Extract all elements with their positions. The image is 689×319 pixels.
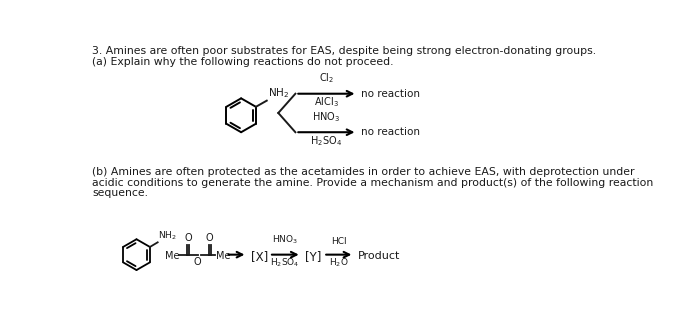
Text: HNO$_3$: HNO$_3$ — [312, 110, 340, 124]
Text: acidic conditions to generate the amine. Provide a mechanism and product(s) of t: acidic conditions to generate the amine.… — [92, 178, 654, 188]
Text: O: O — [184, 233, 192, 243]
Text: (a) Explain why the following reactions do not proceed.: (a) Explain why the following reactions … — [92, 57, 394, 67]
Text: H$_2$SO$_4$: H$_2$SO$_4$ — [310, 134, 342, 148]
Text: Me: Me — [165, 251, 179, 261]
Text: Me: Me — [216, 251, 230, 261]
Text: H$_2$SO$_4$: H$_2$SO$_4$ — [271, 256, 300, 269]
Text: Product: Product — [358, 251, 400, 261]
Text: NH$_2$: NH$_2$ — [267, 86, 289, 100]
Text: (b) Amines are often protected as the acetamides in order to achieve EAS, with d: (b) Amines are often protected as the ac… — [92, 167, 635, 177]
Text: NH$_2$: NH$_2$ — [158, 229, 177, 241]
Text: 3. Amines are often poor substrates for EAS, despite being strong electron-donat: 3. Amines are often poor substrates for … — [92, 46, 597, 56]
Text: no reaction: no reaction — [361, 127, 420, 137]
Text: Cl$_2$: Cl$_2$ — [319, 71, 334, 85]
Text: O: O — [206, 233, 214, 243]
Text: [Y]: [Y] — [305, 250, 322, 263]
Text: [X]: [X] — [251, 250, 269, 263]
Text: H$_2$O: H$_2$O — [329, 256, 349, 269]
Text: no reaction: no reaction — [361, 89, 420, 99]
Text: HCl: HCl — [331, 237, 347, 246]
Text: AlCl$_3$: AlCl$_3$ — [314, 95, 339, 109]
Text: HNO$_3$: HNO$_3$ — [272, 234, 298, 246]
Text: O: O — [194, 257, 202, 267]
Text: sequence.: sequence. — [92, 189, 148, 198]
